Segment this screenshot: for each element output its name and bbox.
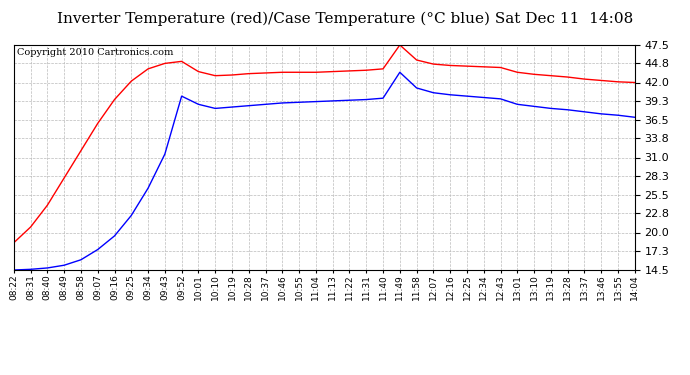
- Text: Copyright 2010 Cartronics.com: Copyright 2010 Cartronics.com: [17, 48, 173, 57]
- Text: Inverter Temperature (red)/Case Temperature (°C blue) Sat Dec 11  14:08: Inverter Temperature (red)/Case Temperat…: [57, 11, 633, 26]
